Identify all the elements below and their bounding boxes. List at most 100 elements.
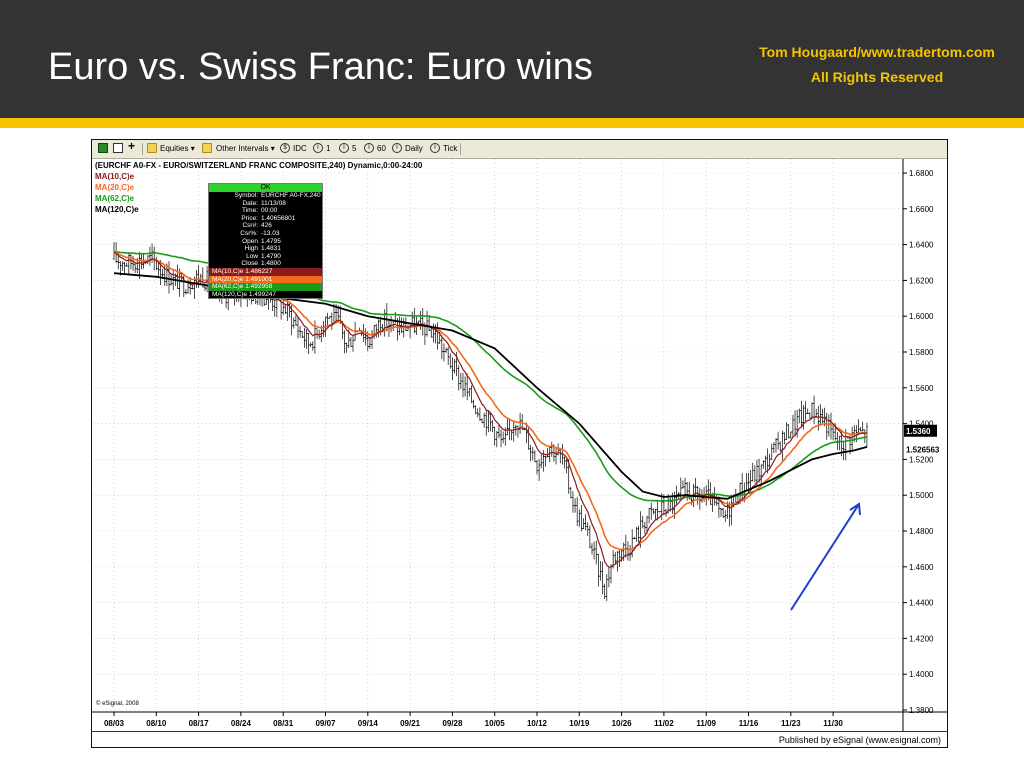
accent-stripe [0,118,1024,128]
last-price-box [904,424,937,437]
data-window-row: Close 1.4800 [209,260,322,268]
y-tick-label: 1.6600 [909,205,934,214]
trend-arrow-head [849,502,861,516]
data-window: OK Symbol: EURCHF A0-FX,240 Date: 11/13/08 T… [208,183,323,300]
x-tick-label: 09/14 [358,719,379,728]
x-tick-label: 10/26 [612,719,633,728]
data-window-label: Low [246,252,258,260]
x-tick-label: 11/30 [823,719,843,728]
data-window-label: Symbol: [234,192,258,199]
other-intervals-menu[interactable]: Other Intervals ▾ [216,144,275,153]
data-window-value: 1.4831 [261,245,281,253]
layout-icon[interactable] [113,143,123,153]
credit-author: Tom Hougaard/www.tradertom.com [759,44,995,60]
data-window-label: Close [241,260,258,268]
legend-entry: MA(62,C)e [95,194,135,203]
clock-icon: I [430,143,440,153]
y-tick-label: 1.4800 [909,527,934,536]
data-window-label: Price: [241,214,258,222]
y-tick-label: 1.3800 [909,706,934,715]
x-tick-label: 11/09 [696,719,716,728]
data-window-ok-button[interactable]: OK [209,184,322,192]
interval-1[interactable]: 1 [326,144,331,153]
interval-5[interactable]: 5 [352,144,357,153]
credit-rights: All Rights Reserved [810,69,944,85]
y-tick-label: 1.6200 [909,276,934,285]
x-tick-label: 08/10 [146,719,167,728]
legend-entry: MA(10,C)e [95,172,135,181]
chart-window: + Equities ▾ Other Intervals ▾ $ IDC I 1… [91,139,948,748]
data-window-label: Time: [241,207,258,215]
y-tick-label: 1.4400 [909,599,934,608]
data-window-value: EURCHF A0-FX,240 [261,192,321,199]
interval-tick[interactable]: Tick [443,144,458,153]
data-window-value: 1.4795 [261,237,281,245]
y-tick-label: 1.4200 [909,634,934,643]
folder-icon[interactable] [147,143,157,153]
last-price-label: 1.5360 [906,427,931,436]
slide-title: Euro vs. Swiss Franc: Euro wins [48,46,593,88]
y-tick-label: 1.4600 [909,563,934,572]
data-window-label: Open [242,237,258,245]
data-window-row: Symbol: EURCHF A0-FX,240 [209,192,322,200]
clock-icon: $ [280,143,290,153]
legend-entry: MA(120,C)e [95,205,139,214]
x-tick-label: 09/28 [442,719,463,728]
data-window-row: Csr%: -13.03 [209,230,322,238]
data-window-row: Price: 1.40656801 [209,215,322,223]
data-window-row: Csr#: 426 [209,222,322,230]
data-window-value: 11/13/08 [261,199,286,207]
clock-icon: I [339,143,349,153]
data-window-value: 426 [261,222,272,230]
y-tick-label: 1.6400 [909,241,934,250]
chart-grid-icon[interactable] [98,143,108,153]
interval-idc[interactable]: IDC [293,144,307,153]
x-tick-label: 11/02 [654,719,674,728]
x-tick-label: 10/19 [569,719,590,728]
title-bar [0,0,1024,118]
x-tick-label: 08/03 [104,719,125,728]
x-tick-label: 08/31 [273,719,294,728]
data-window-ma-row: MA(20,C)e 1.491001 [209,275,322,284]
data-window-value: 1.4800 [261,260,281,268]
x-tick-label: 09/21 [400,719,421,728]
chart-toolbar: + Equities ▾ Other Intervals ▾ $ IDC I 1… [92,140,947,159]
status-bar: Published by eSignal (www.esignal.com) [92,731,947,747]
y-tick-label: 1.6000 [909,312,934,321]
folder-icon[interactable] [202,143,212,153]
data-window-row: Time: 00:00 [209,207,322,215]
data-window-row: High 1.4831 [209,245,322,253]
add-icon[interactable]: + [128,139,136,153]
y-tick-label: 1.5200 [909,455,934,464]
trend-arrow [790,503,860,611]
data-window-value: 1.4790 [261,252,281,260]
data-window-ma-row: MA(10,C)e 1.486227 [209,267,322,276]
x-tick-label: 11/16 [739,719,759,728]
chart-symbol-header: (EURCHF A0-FX - EURO/SWITZERLAND FRANC C… [95,161,423,170]
data-window-row: Date: 11/13/08 [209,200,322,208]
data-window-label: High [244,245,258,253]
x-tick-label: 09/07 [315,719,336,728]
clock-icon: I [392,143,402,153]
x-tick-label: 10/05 [485,719,506,728]
copyright-note: © eSignal, 2008 [96,701,139,707]
data-window-label: Csr#: [242,222,258,230]
y-tick-label: 1.4000 [909,670,934,679]
y-tick-label: 1.5600 [909,384,934,393]
interval-daily[interactable]: Daily [405,144,423,153]
equities-menu[interactable]: Equities ▾ [160,144,195,153]
y-tick-label: 1.5000 [909,491,934,500]
clock-icon: I [364,143,374,153]
data-window-label: Csr%: [240,229,258,237]
price-chart: 1.6800 1.6600 1.6400 1.6200 1.6000 1.5800 1.56… [92,159,947,731]
y-tick-label: 1.5800 [909,348,934,357]
published-by: Published by eSignal (www.esignal.com) [778,735,941,745]
data-window-row: Low 1.4790 [209,253,322,261]
x-tick-label: 08/17 [189,719,210,728]
ma-price-label: 1.526563 [906,446,940,455]
data-window-ma-row: MA(120,C)e 1.499247 [209,290,322,299]
y-tick-label: 1.5400 [909,420,934,429]
interval-60[interactable]: 60 [377,144,386,153]
data-window-value: 1.40656801 [261,214,296,222]
data-window-label: Date: [242,199,258,207]
